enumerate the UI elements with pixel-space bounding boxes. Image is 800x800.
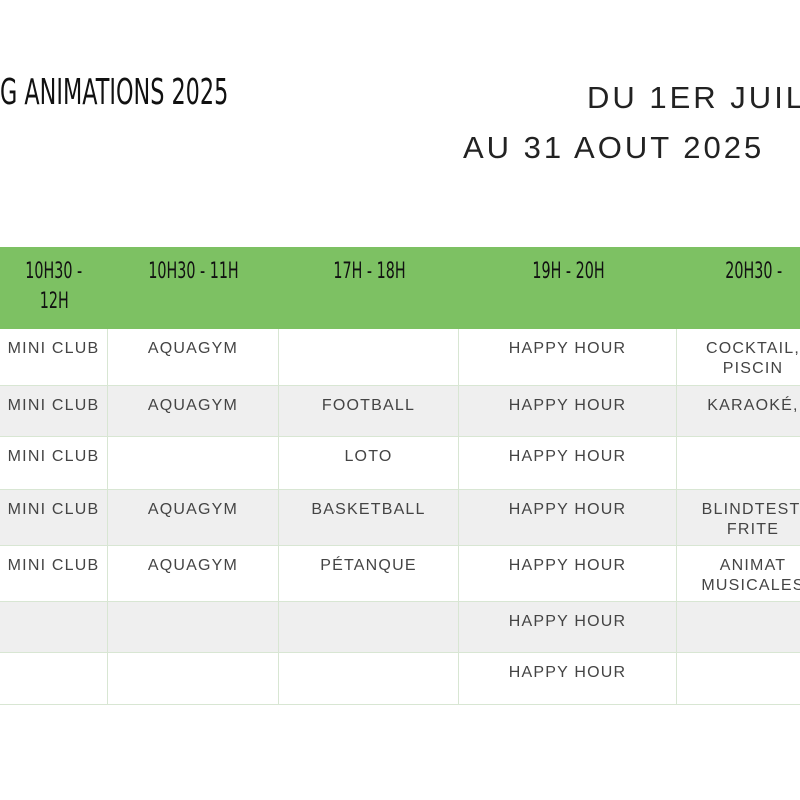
table-cell: AQUAGYM <box>108 490 279 546</box>
table-cell <box>108 437 279 490</box>
table-cell: AQUAGYM <box>108 329 279 386</box>
cell-text: AQUAGYM <box>147 557 239 574</box>
table-cell: BASKETBALL <box>279 490 459 546</box>
table-cell: LOTO <box>279 437 459 490</box>
table-cell: AQUAGYM <box>108 546 279 602</box>
table-cell: MINI CLUB <box>0 329 108 386</box>
table-cell <box>279 653 459 705</box>
cell-text: MINI CLUB <box>7 397 100 414</box>
cell-text: FOOTBALL <box>321 397 416 414</box>
cell-text: MINI CLUB <box>7 557 100 574</box>
cell-text: HAPPY HOUR <box>508 613 627 630</box>
header-text: 19H - 20H <box>531 259 605 284</box>
cell-text: HAPPY HOUR <box>508 664 627 681</box>
table-cell: BLINDTEST, FRITE <box>677 490 800 546</box>
cell-text: AQUAGYM <box>147 501 239 518</box>
table-cell: ANIMAT MUSICALES <box>677 546 800 602</box>
cell-text: ANIMAT <box>719 557 787 574</box>
table-cell: KARAOKÉ, <box>677 386 800 437</box>
table-cell: HAPPY HOUR <box>459 386 677 437</box>
cell-text: LOTO <box>344 448 393 465</box>
cell-text: MINI CLUB <box>7 340 100 357</box>
cell-text: PISCIN <box>722 360 784 377</box>
cell-text: BASKETBALL <box>311 501 426 518</box>
header-cell: 10H30 - 12H <box>0 247 108 329</box>
table-cell <box>108 653 279 705</box>
table-cell: HAPPY HOUR <box>459 437 677 490</box>
table-cell <box>279 602 459 653</box>
table-cell <box>677 602 800 653</box>
cell-text: FRITE <box>726 521 780 538</box>
header-text: 12H <box>39 289 69 314</box>
table-cell: MINI CLUB <box>0 546 108 602</box>
table-cell: HAPPY HOUR <box>459 329 677 386</box>
cell-text: MINI CLUB <box>7 501 100 518</box>
date-line: DU 1ER JUIL <box>587 80 800 115</box>
cell-text: KARAOKÉ, <box>707 397 799 414</box>
cell-text: AQUAGYM <box>147 397 239 414</box>
table-cell: HAPPY HOUR <box>459 546 677 602</box>
table-cell: FOOTBALL <box>279 386 459 437</box>
cell-text: MUSICALES <box>701 577 800 594</box>
cell-text: MINI CLUB <box>7 448 100 465</box>
table-cell: HAPPY HOUR <box>459 653 677 705</box>
cell-text: HAPPY HOUR <box>508 557 627 574</box>
header-text: 20H30 - <box>725 259 782 284</box>
table-cell: HAPPY HOUR <box>459 602 677 653</box>
header-cell: 20H30 - <box>677 247 800 329</box>
table-cell: HAPPY HOUR <box>459 490 677 546</box>
table-cell <box>108 602 279 653</box>
header-cell: 19H - 20H <box>459 247 677 329</box>
cell-text: HAPPY HOUR <box>508 397 627 414</box>
header-text: 10H30 - <box>25 259 83 284</box>
schedule-table: 10H30 - 12H 10H30 - 11H 17H - 18H 19H - 20H 2… <box>0 247 800 707</box>
table-cell <box>677 653 800 705</box>
table-cell: AQUAGYM <box>108 386 279 437</box>
table-cell: PÉTANQUE <box>279 546 459 602</box>
cell-text: BLINDTEST, <box>701 501 800 518</box>
table-cell <box>0 602 108 653</box>
header-text: 10H30 - 11H <box>148 259 239 284</box>
cell-text: HAPPY HOUR <box>508 340 627 357</box>
cell-text: AQUAGYM <box>147 340 239 357</box>
cell-text: HAPPY HOUR <box>508 448 627 465</box>
title: G ANIMATIONS 2025 <box>0 72 229 113</box>
date-line: AU 31 AOUT 2025 <box>463 130 765 165</box>
table-cell: MINI CLUB <box>0 437 108 490</box>
table-cell: COCKTAIL, PISCIN <box>677 329 800 386</box>
table-cell <box>677 437 800 490</box>
cell-text: HAPPY HOUR <box>508 501 627 518</box>
table-cell <box>0 653 108 705</box>
header-cell: 10H30 - 11H <box>108 247 279 329</box>
header-cell: 17H - 18H <box>279 247 459 329</box>
table-cell: MINI CLUB <box>0 386 108 437</box>
table-cell: MINI CLUB <box>0 490 108 546</box>
cell-text: PÉTANQUE <box>320 557 417 574</box>
cell-text: COCKTAIL, <box>705 340 800 357</box>
header-text: 17H - 18H <box>332 259 406 284</box>
table-cell <box>279 329 459 386</box>
